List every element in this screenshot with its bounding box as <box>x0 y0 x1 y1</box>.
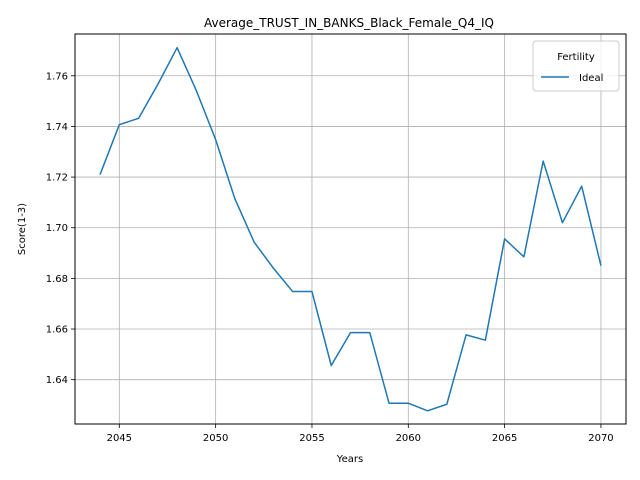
x-tick-label: 2050 <box>203 433 228 444</box>
y-tick-label: 1.74 <box>46 122 68 133</box>
x-tick-label: 2060 <box>396 433 421 444</box>
y-tick-label: 1.64 <box>46 375 68 386</box>
legend-title: Fertility <box>557 52 595 63</box>
x-tick-label: 2065 <box>492 433 517 444</box>
y-axis-ticks: 1.64 1.66 1.68 1.70 1.72 1.74 1.76 <box>46 71 75 386</box>
y-tick-label: 1.76 <box>46 71 68 82</box>
y-tick-label: 1.72 <box>46 173 68 184</box>
grid-lines <box>75 34 626 424</box>
legend-box <box>532 40 620 92</box>
y-tick-label: 1.70 <box>46 223 68 234</box>
plot-frame <box>74 33 627 425</box>
y-tick-label: 1.68 <box>46 274 68 285</box>
x-axis-ticks: 2045 2050 2055 2060 2065 2070 <box>107 424 614 444</box>
y-tick-label: 1.66 <box>46 325 68 336</box>
x-axis-label: Years <box>336 454 363 465</box>
x-tick-label: 2045 <box>107 433 132 444</box>
chart-title: Average_TRUST_IN_BANKS_Black_Female_Q4_I… <box>204 16 494 30</box>
x-tick-label: 2055 <box>299 433 324 444</box>
y-axis-label: Score(1-3) <box>17 203 28 255</box>
legend-label-ideal: Ideal <box>579 73 603 84</box>
legend: Fertility Ideal <box>532 40 620 92</box>
series-layer <box>99 46 602 412</box>
x-tick-label: 2070 <box>588 433 613 444</box>
